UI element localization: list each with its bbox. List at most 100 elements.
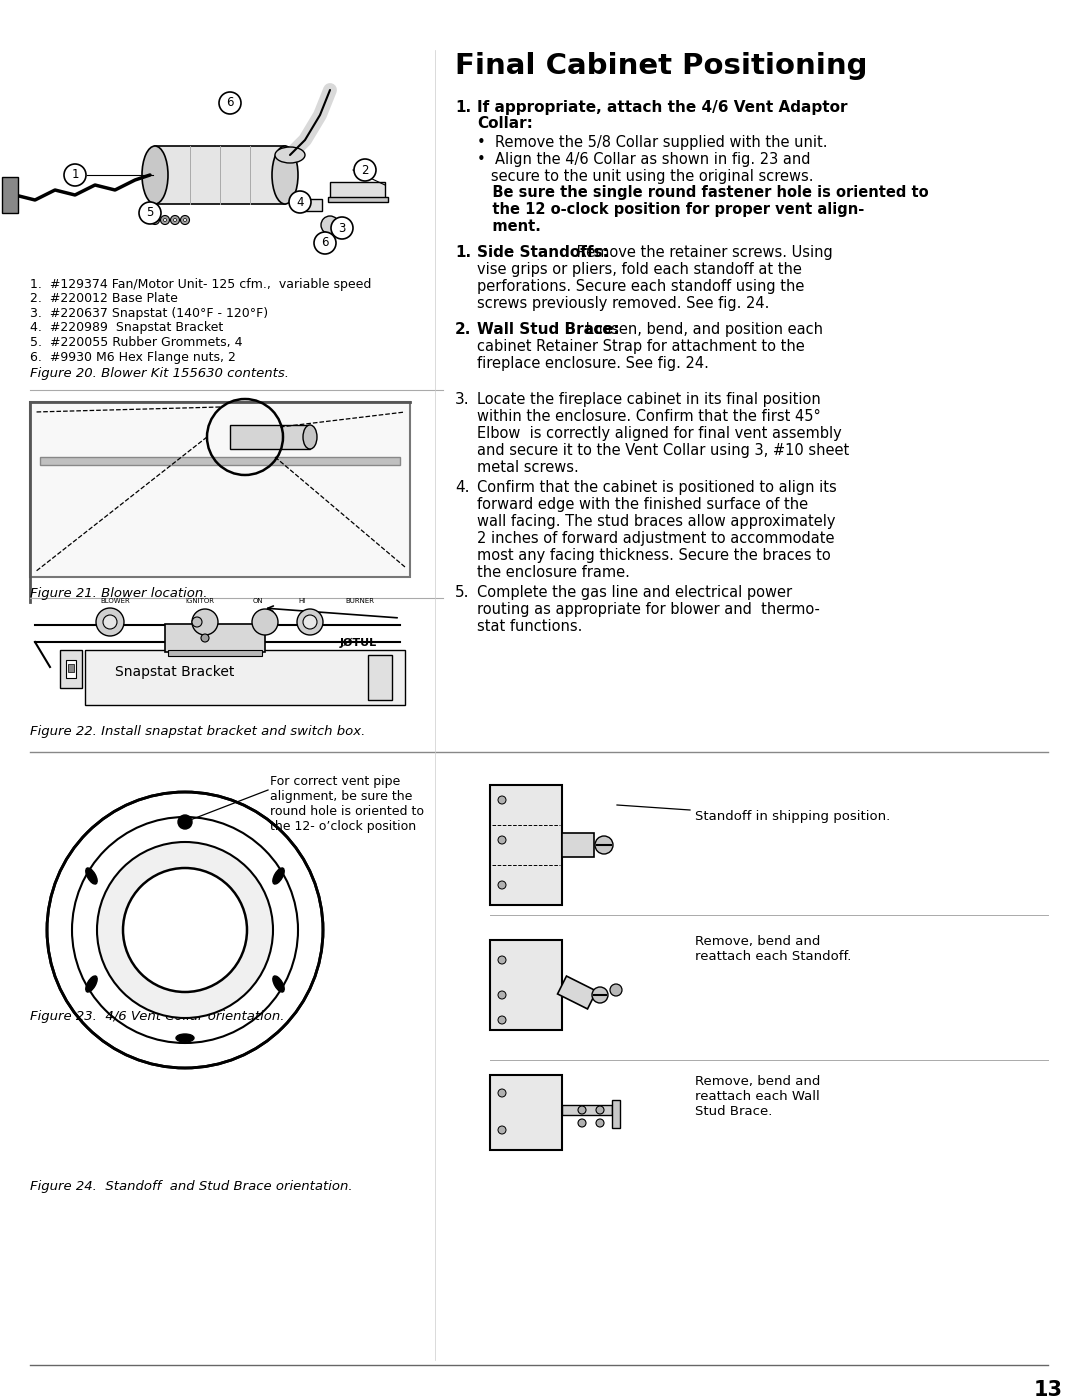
Text: 2 inches of forward adjustment to accommodate: 2 inches of forward adjustment to accomm… [477, 531, 835, 546]
Circle shape [498, 990, 507, 999]
Text: 4.  #220989  Snapstat Bracket: 4. #220989 Snapstat Bracket [30, 321, 224, 334]
Circle shape [103, 615, 117, 629]
Text: 2.  #220012 Base Plate: 2. #220012 Base Plate [30, 292, 178, 306]
Text: For correct vent pipe
alignment, be sure the
round hole is oriented to
the 12- o: For correct vent pipe alignment, be sure… [270, 775, 424, 833]
Ellipse shape [272, 147, 298, 204]
Text: forward edge with the finished surface of the: forward edge with the finished surface o… [477, 497, 808, 511]
Circle shape [139, 203, 161, 224]
Text: Snapstat Bracket: Snapstat Bracket [114, 665, 234, 679]
Text: 3.  #220637 Snapstat (140°F - 120°F): 3. #220637 Snapstat (140°F - 120°F) [30, 307, 268, 320]
Text: the enclosure frame.: the enclosure frame. [477, 564, 630, 580]
Circle shape [72, 817, 298, 1044]
Ellipse shape [275, 147, 305, 163]
Text: secure to the unit using the original screws.: secure to the unit using the original sc… [477, 169, 821, 184]
Circle shape [592, 988, 608, 1003]
Circle shape [161, 215, 170, 225]
Circle shape [192, 617, 202, 627]
Text: and secure it to the Vent Collar using 3, #10 sheet: and secure it to the Vent Collar using 3… [477, 443, 849, 458]
Text: Collar:: Collar: [477, 116, 532, 131]
Circle shape [610, 983, 622, 996]
Text: 1.  #129374 Fan/Motor Unit- 125 cfm.,  variable speed: 1. #129374 Fan/Motor Unit- 125 cfm., var… [30, 278, 372, 291]
Circle shape [219, 92, 241, 115]
Bar [230, 425, 310, 448]
Bar [2, 177, 18, 212]
Circle shape [184, 218, 187, 222]
Bar [66, 659, 76, 678]
Text: 6: 6 [226, 96, 233, 109]
Text: metal screws.: metal screws. [477, 460, 579, 475]
Text: Figure 24.  Standoff  and Stud Brace orientation.: Figure 24. Standoff and Stud Brace orien… [30, 1180, 353, 1193]
Text: BLOWER: BLOWER [100, 598, 130, 604]
Circle shape [123, 868, 247, 992]
Circle shape [252, 609, 278, 636]
Bar [68, 664, 75, 672]
Bar [328, 197, 388, 203]
Text: Remove the retainer screws. Using: Remove the retainer screws. Using [572, 244, 833, 260]
Text: 1: 1 [71, 169, 79, 182]
Text: within the enclosure. Confirm that the first 45°: within the enclosure. Confirm that the f… [477, 409, 821, 425]
Ellipse shape [273, 977, 284, 992]
Circle shape [498, 835, 507, 844]
Text: ment.: ment. [477, 219, 541, 235]
Circle shape [596, 1106, 604, 1113]
Text: Confirm that the cabinet is positioned to align its: Confirm that the cabinet is positioned t… [477, 481, 837, 495]
Text: stat functions.: stat functions. [477, 619, 582, 634]
Bar [40, 457, 400, 465]
Circle shape [498, 796, 507, 805]
Text: 1.: 1. [455, 244, 471, 260]
Text: 13: 13 [1034, 1380, 1063, 1397]
Bar [330, 182, 384, 198]
Circle shape [354, 159, 376, 182]
Text: Complete the gas line and electrical power: Complete the gas line and electrical pow… [477, 585, 792, 599]
Text: HI: HI [298, 598, 306, 604]
Text: IGNITOR: IGNITOR [185, 598, 214, 604]
Circle shape [163, 218, 166, 222]
Text: 4.: 4. [455, 481, 470, 495]
Text: Loosen, bend, and position each: Loosen, bend, and position each [581, 321, 823, 337]
FancyArrow shape [562, 833, 594, 856]
Circle shape [96, 608, 124, 636]
Text: 3: 3 [338, 222, 346, 235]
Text: cabinet Retainer Strap for attachment to the: cabinet Retainer Strap for attachment to… [477, 339, 805, 353]
Ellipse shape [85, 977, 97, 992]
Ellipse shape [176, 1034, 194, 1042]
Circle shape [201, 634, 210, 643]
Text: JØTUL: JØTUL [340, 638, 377, 648]
Text: Figure 20. Blower Kit 155630 contents.: Figure 20. Blower Kit 155630 contents. [30, 367, 289, 380]
Text: the 12 o-clock position for proper vent align-: the 12 o-clock position for proper vent … [477, 203, 864, 217]
Circle shape [498, 1090, 507, 1097]
Bar [156, 147, 285, 204]
Text: 2.: 2. [455, 321, 471, 337]
Text: 2: 2 [361, 163, 368, 176]
Circle shape [498, 1016, 507, 1024]
Circle shape [180, 215, 189, 225]
Text: Side Standoffs:: Side Standoffs: [477, 244, 609, 260]
Text: Wall Stud Brace:: Wall Stud Brace: [477, 321, 625, 337]
Ellipse shape [303, 425, 318, 448]
Circle shape [297, 609, 323, 636]
Bar [300, 198, 322, 211]
Circle shape [314, 232, 336, 254]
Circle shape [150, 215, 160, 225]
Circle shape [178, 814, 192, 828]
Text: Elbow  is correctly aligned for final vent assembly: Elbow is correctly aligned for final ven… [477, 426, 841, 441]
Circle shape [289, 191, 311, 212]
Bar [562, 1105, 612, 1115]
Circle shape [171, 215, 179, 225]
Text: 5.: 5. [455, 585, 470, 599]
Text: Locate the fireplace cabinet in its final position: Locate the fireplace cabinet in its fina… [477, 393, 821, 407]
Circle shape [498, 882, 507, 888]
Text: 6: 6 [321, 236, 328, 250]
Text: perforations. Secure each standoff using the: perforations. Secure each standoff using… [477, 279, 805, 293]
Text: 4: 4 [296, 196, 303, 208]
Bar [60, 650, 82, 687]
Text: 3.: 3. [455, 393, 470, 407]
Text: routing as appropriate for blower and  thermo-: routing as appropriate for blower and th… [477, 602, 820, 617]
Bar [30, 402, 410, 577]
Text: 5: 5 [146, 207, 153, 219]
Text: most any facing thickness. Secure the braces to: most any facing thickness. Secure the br… [477, 548, 831, 563]
Text: BURNER: BURNER [345, 598, 374, 604]
Circle shape [321, 236, 329, 244]
Circle shape [321, 217, 339, 235]
Text: ON: ON [253, 598, 264, 604]
